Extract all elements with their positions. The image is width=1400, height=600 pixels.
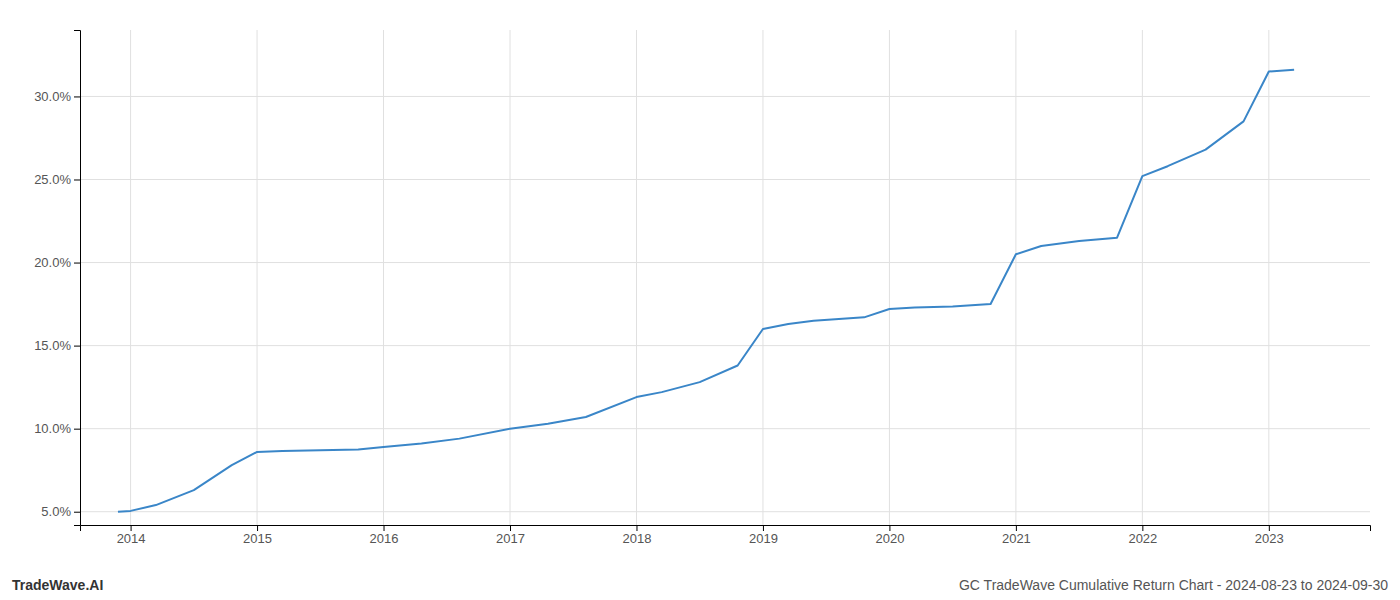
- x-tick: 2018: [623, 525, 652, 546]
- y-axis: 5.0% 10.0% 15.0% 20.0% 25.0% 30.0%: [34, 31, 80, 526]
- x-tick: 2020: [875, 525, 904, 546]
- x-tick-mark: [1142, 525, 1143, 531]
- x-tick: 2015: [243, 525, 272, 546]
- x-tick-label: 2020: [875, 531, 904, 546]
- y-tick-label: 25.0%: [34, 172, 71, 187]
- x-tick-mark: [1269, 525, 1270, 531]
- y-tick-mark: [74, 429, 80, 430]
- y-tick: 5.0%: [41, 504, 80, 519]
- grid-line-x: [257, 30, 258, 525]
- grid-line-x: [510, 30, 511, 525]
- y-tick-mark: [74, 96, 80, 97]
- x-tick-mark: [131, 525, 132, 531]
- grid-line-x: [889, 30, 890, 525]
- grid-line-x: [383, 30, 384, 525]
- x-tick-mark: [257, 525, 258, 531]
- x-tick: 2019: [749, 525, 778, 546]
- marks: [118, 70, 1294, 512]
- x-tick-mark: [510, 525, 511, 531]
- x-tick: 2021: [1002, 525, 1031, 546]
- grid-line-x: [1268, 30, 1269, 525]
- grid-line-y: [80, 511, 1370, 512]
- x-tick-mark: [763, 525, 764, 531]
- x-tick-label: 2023: [1255, 531, 1284, 546]
- grid-line-y: [80, 96, 1370, 97]
- grid-line-x: [1015, 30, 1016, 525]
- y-tick-mark: [74, 263, 80, 264]
- x-tick-label: 2022: [1128, 531, 1157, 546]
- grid-line-y: [80, 345, 1370, 346]
- x-tick-label: 2019: [749, 531, 778, 546]
- x-tick-mark: [1016, 525, 1017, 531]
- y-tick-mark: [74, 512, 80, 513]
- annotation: GC TradeWave Cumulative Return Chart - 2…: [959, 577, 1388, 593]
- y-tick-label: 5.0%: [41, 504, 71, 519]
- x-tick-label: 2017: [496, 531, 525, 546]
- chart: 2014 2015 2016 2017 2018 2019 2020 2021 2022 2023…: [0, 0, 1400, 600]
- y-tick: 15.0%: [34, 338, 80, 353]
- grid-line-x: [636, 30, 637, 525]
- axis-line: [81, 526, 1371, 532]
- x-tick-label: 2018: [623, 531, 652, 546]
- grid-line-x: [1142, 30, 1143, 525]
- x-tick: 2022: [1128, 525, 1157, 546]
- annotation: TradeWave.AI: [12, 577, 103, 593]
- y-tick-label: 10.0%: [34, 421, 71, 436]
- y-tick-mark: [74, 179, 80, 180]
- x-tick: 2017: [496, 525, 525, 546]
- y-tick-label: 15.0%: [34, 338, 71, 353]
- annotations: TradeWave.AI GC TradeWave Cumulative Retu…: [12, 577, 1388, 593]
- grid-line-x: [130, 30, 131, 525]
- y-tick: 25.0%: [34, 172, 80, 187]
- line: [118, 70, 1294, 512]
- y-tick-label: 30.0%: [34, 89, 71, 104]
- x-tick-label: 2021: [1002, 531, 1031, 546]
- grid-line-x: [762, 30, 763, 525]
- y-tick-mark: [74, 346, 80, 347]
- grid-line-y: [80, 179, 1370, 180]
- x-axis: 2014 2015 2016 2017 2018 2019 2020 2021 2022 2023: [81, 525, 1371, 546]
- x-tick: 2014: [117, 525, 146, 546]
- x-tick-label: 2015: [243, 531, 272, 546]
- x-tick: 2016: [370, 525, 399, 546]
- grid-line-y: [80, 428, 1370, 429]
- x-tick-mark: [636, 525, 637, 531]
- y-tick: 10.0%: [34, 421, 80, 436]
- x-tick: 2023: [1255, 525, 1284, 546]
- x-tick-label: 2016: [370, 531, 399, 546]
- x-tick-mark: [384, 525, 385, 531]
- grid-line-y: [80, 262, 1370, 263]
- x-tick-label: 2014: [117, 531, 146, 546]
- grid: [80, 30, 1370, 525]
- axis-line: [74, 31, 81, 526]
- y-tick: 20.0%: [34, 255, 80, 270]
- y-tick-label: 20.0%: [34, 255, 71, 270]
- y-tick: 30.0%: [34, 89, 80, 104]
- x-tick-mark: [889, 525, 890, 531]
- plot-area: 2014 2015 2016 2017 2018 2019 2020 2021 2022 2023…: [34, 30, 1370, 546]
